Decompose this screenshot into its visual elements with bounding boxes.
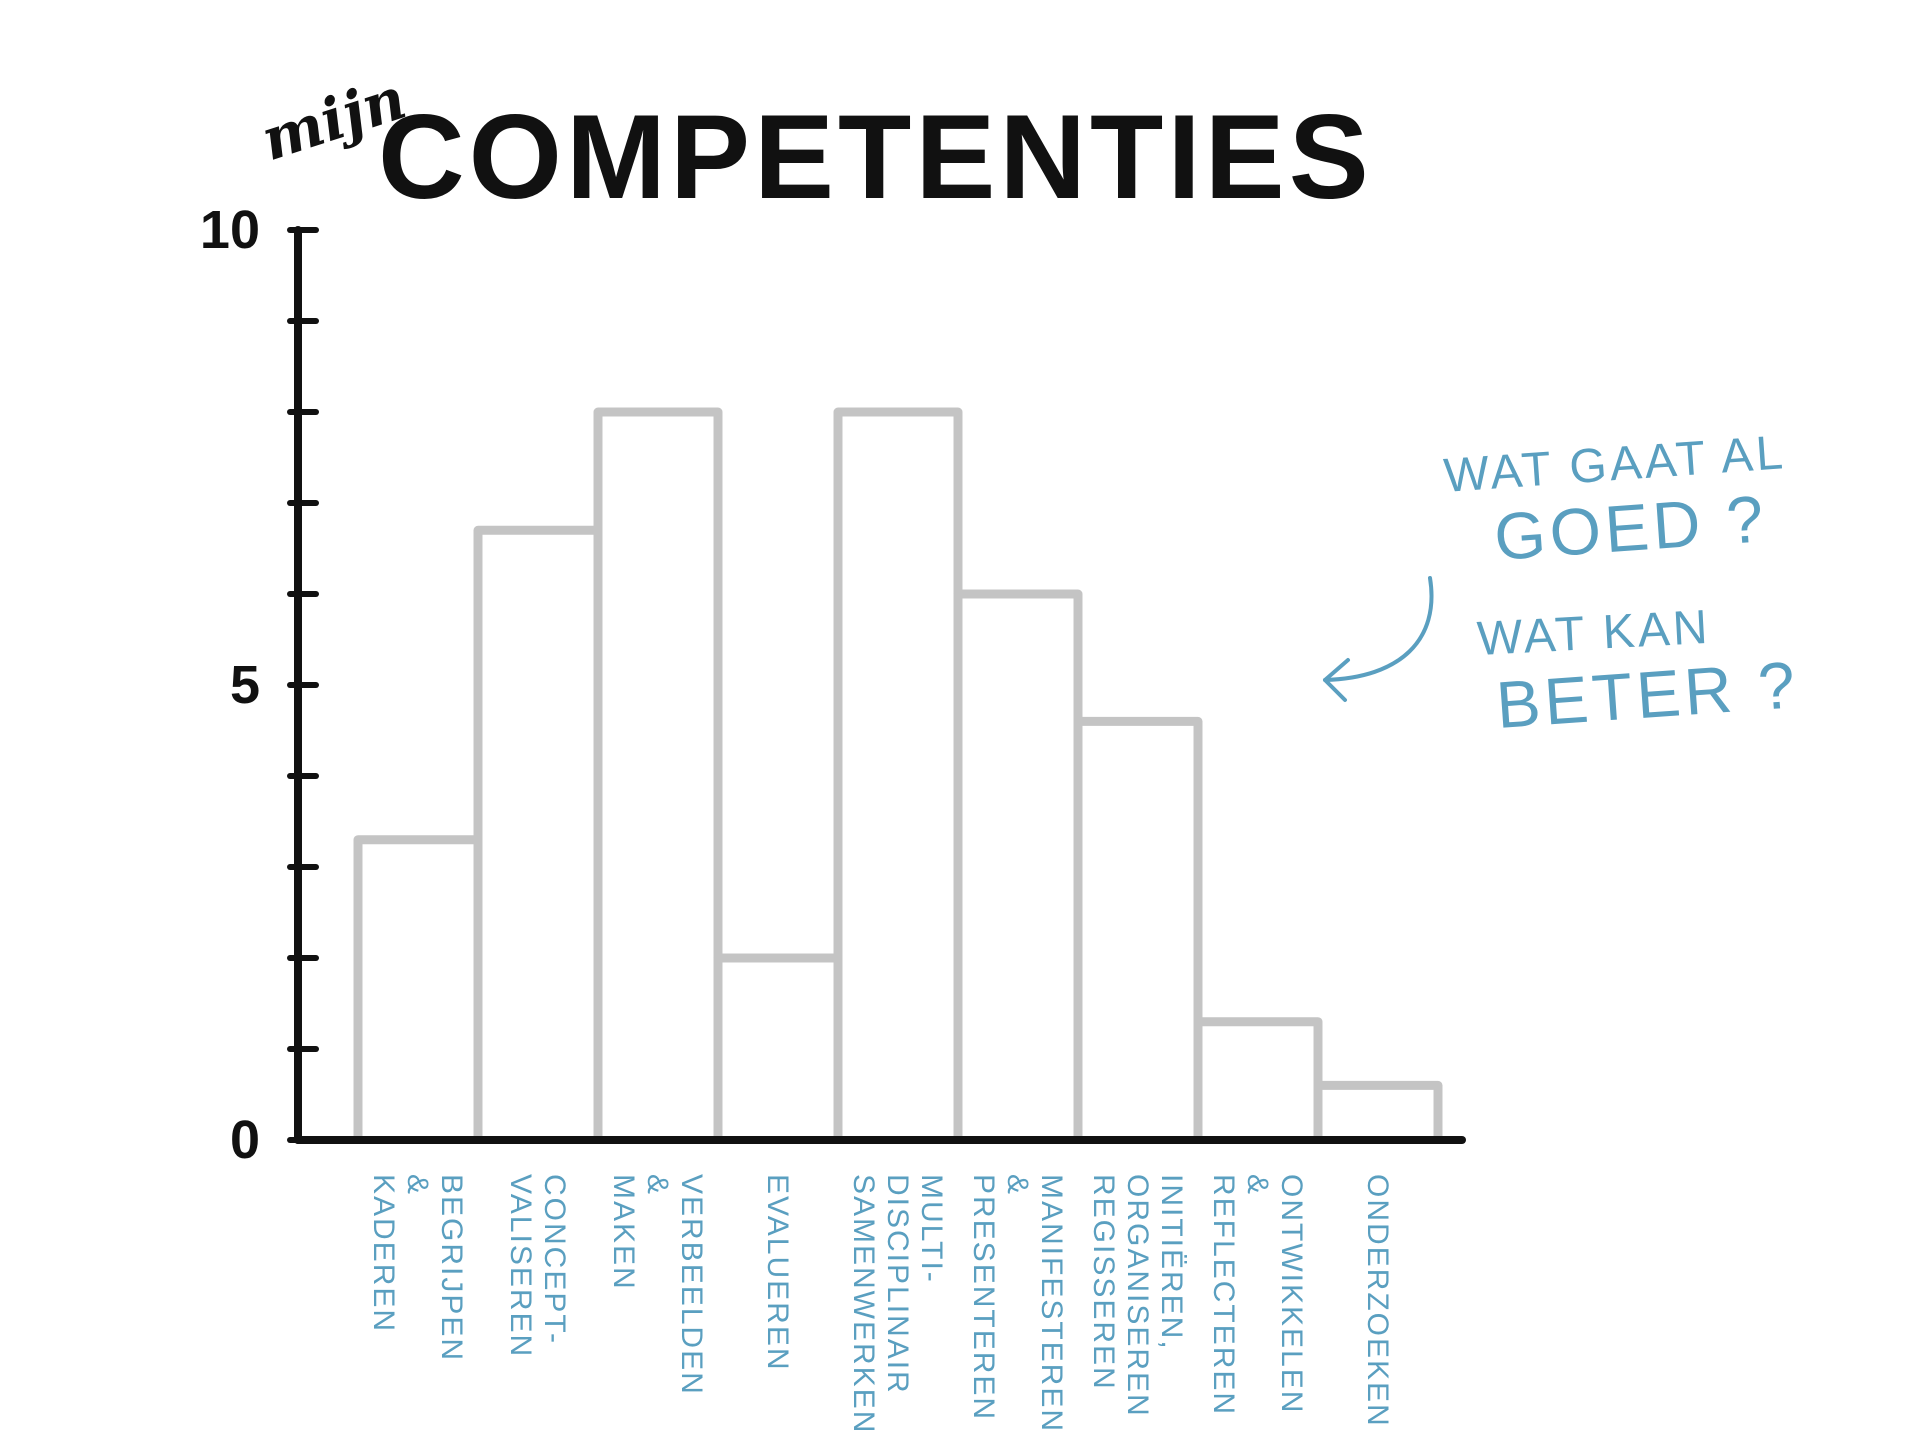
annotation-2-line-1: WAT KAN	[1476, 601, 1712, 666]
x-category-label-9-line-1: ONDERZOEKEN	[1361, 1174, 1394, 1428]
x-category-label-6-line-3: PRESENTEREN	[967, 1174, 1000, 1421]
x-category-label-7-line-2: ORGANISEREN	[1121, 1174, 1154, 1418]
x-category-label-1-line-2: &	[401, 1174, 434, 1196]
x-category-label-6: MANIFESTEREN&PRESENTEREN	[967, 1174, 1068, 1433]
x-category-label-8-line-1: ONTWIKKELEN	[1275, 1174, 1308, 1414]
bar-3	[593, 407, 723, 1140]
x-category-label-8: ONTWIKKELEN&REFLECTEREN	[1207, 1174, 1308, 1416]
x-category-label-2-line-1: CONCEPT-	[538, 1174, 571, 1345]
x-category-label-1-line-3: KADEREN	[367, 1174, 400, 1333]
x-category-label-5-line-1: MULTI-	[915, 1174, 948, 1284]
x-category-label-7-line-3: REGISSEREN	[1087, 1174, 1120, 1391]
category-labels: BEGRIJPEN&KADEREN CONCEPT-VALISEREN VERBEE…	[367, 1174, 1394, 1434]
curved-arrow-icon	[1323, 576, 1434, 702]
x-category-label-2-line-2: VALISEREN	[504, 1174, 537, 1358]
x-category-label-5-line-3: SAMENWERKEN	[847, 1174, 880, 1434]
y-tick-label-5: 5	[230, 655, 260, 715]
chart-title: mijn COMPETENTIES	[253, 64, 1373, 224]
bar-1	[353, 835, 483, 1140]
bar-7	[1073, 716, 1203, 1140]
y-tick-label-0: 0	[230, 1110, 260, 1170]
x-category-label-6-line-2: &	[1001, 1174, 1034, 1196]
x-category-label-8-line-3: REFLECTEREN	[1207, 1174, 1240, 1416]
bar-9	[1313, 1080, 1443, 1140]
bar-5	[833, 407, 963, 1140]
x-category-label-4: EVALUEREN	[761, 1174, 794, 1372]
x-category-label-9: ONDERZOEKEN	[1361, 1174, 1394, 1428]
x-category-label-1: BEGRIJPEN&KADEREN	[367, 1174, 468, 1362]
arrow-head	[1323, 658, 1350, 702]
bar-8	[1193, 1017, 1323, 1140]
arrow-shaft	[1323, 576, 1434, 682]
x-category-label-2: CONCEPT-VALISEREN	[504, 1174, 571, 1358]
x-category-label-3: VERBEELDEN&MAKEN	[607, 1174, 708, 1396]
x-category-label-4-line-1: EVALUEREN	[761, 1174, 794, 1372]
x-category-label-8-line-2: &	[1241, 1174, 1274, 1196]
x-category-label-1-line-1: BEGRIJPEN	[435, 1174, 468, 1362]
x-category-label-7-line-1: INITIËREN,	[1155, 1174, 1188, 1351]
bar-4	[713, 953, 843, 1140]
x-category-label-3-line-3: MAKEN	[607, 1174, 640, 1291]
bar-6	[953, 589, 1083, 1140]
bars-group	[353, 407, 1443, 1140]
chart-title-main: COMPETENTIES	[378, 90, 1373, 224]
x-category-label-3-line-2: &	[641, 1174, 674, 1196]
axes-group: 0 5 10	[200, 200, 1466, 1170]
bar-2	[473, 525, 603, 1140]
x-category-label-5-line-2: DISCIPLINAIR	[881, 1174, 914, 1395]
x-category-label-3-line-1: VERBEELDEN	[675, 1174, 708, 1396]
x-category-label-6-line-1: MANIFESTEREN	[1035, 1174, 1068, 1433]
y-tick-label-10: 10	[200, 200, 260, 260]
